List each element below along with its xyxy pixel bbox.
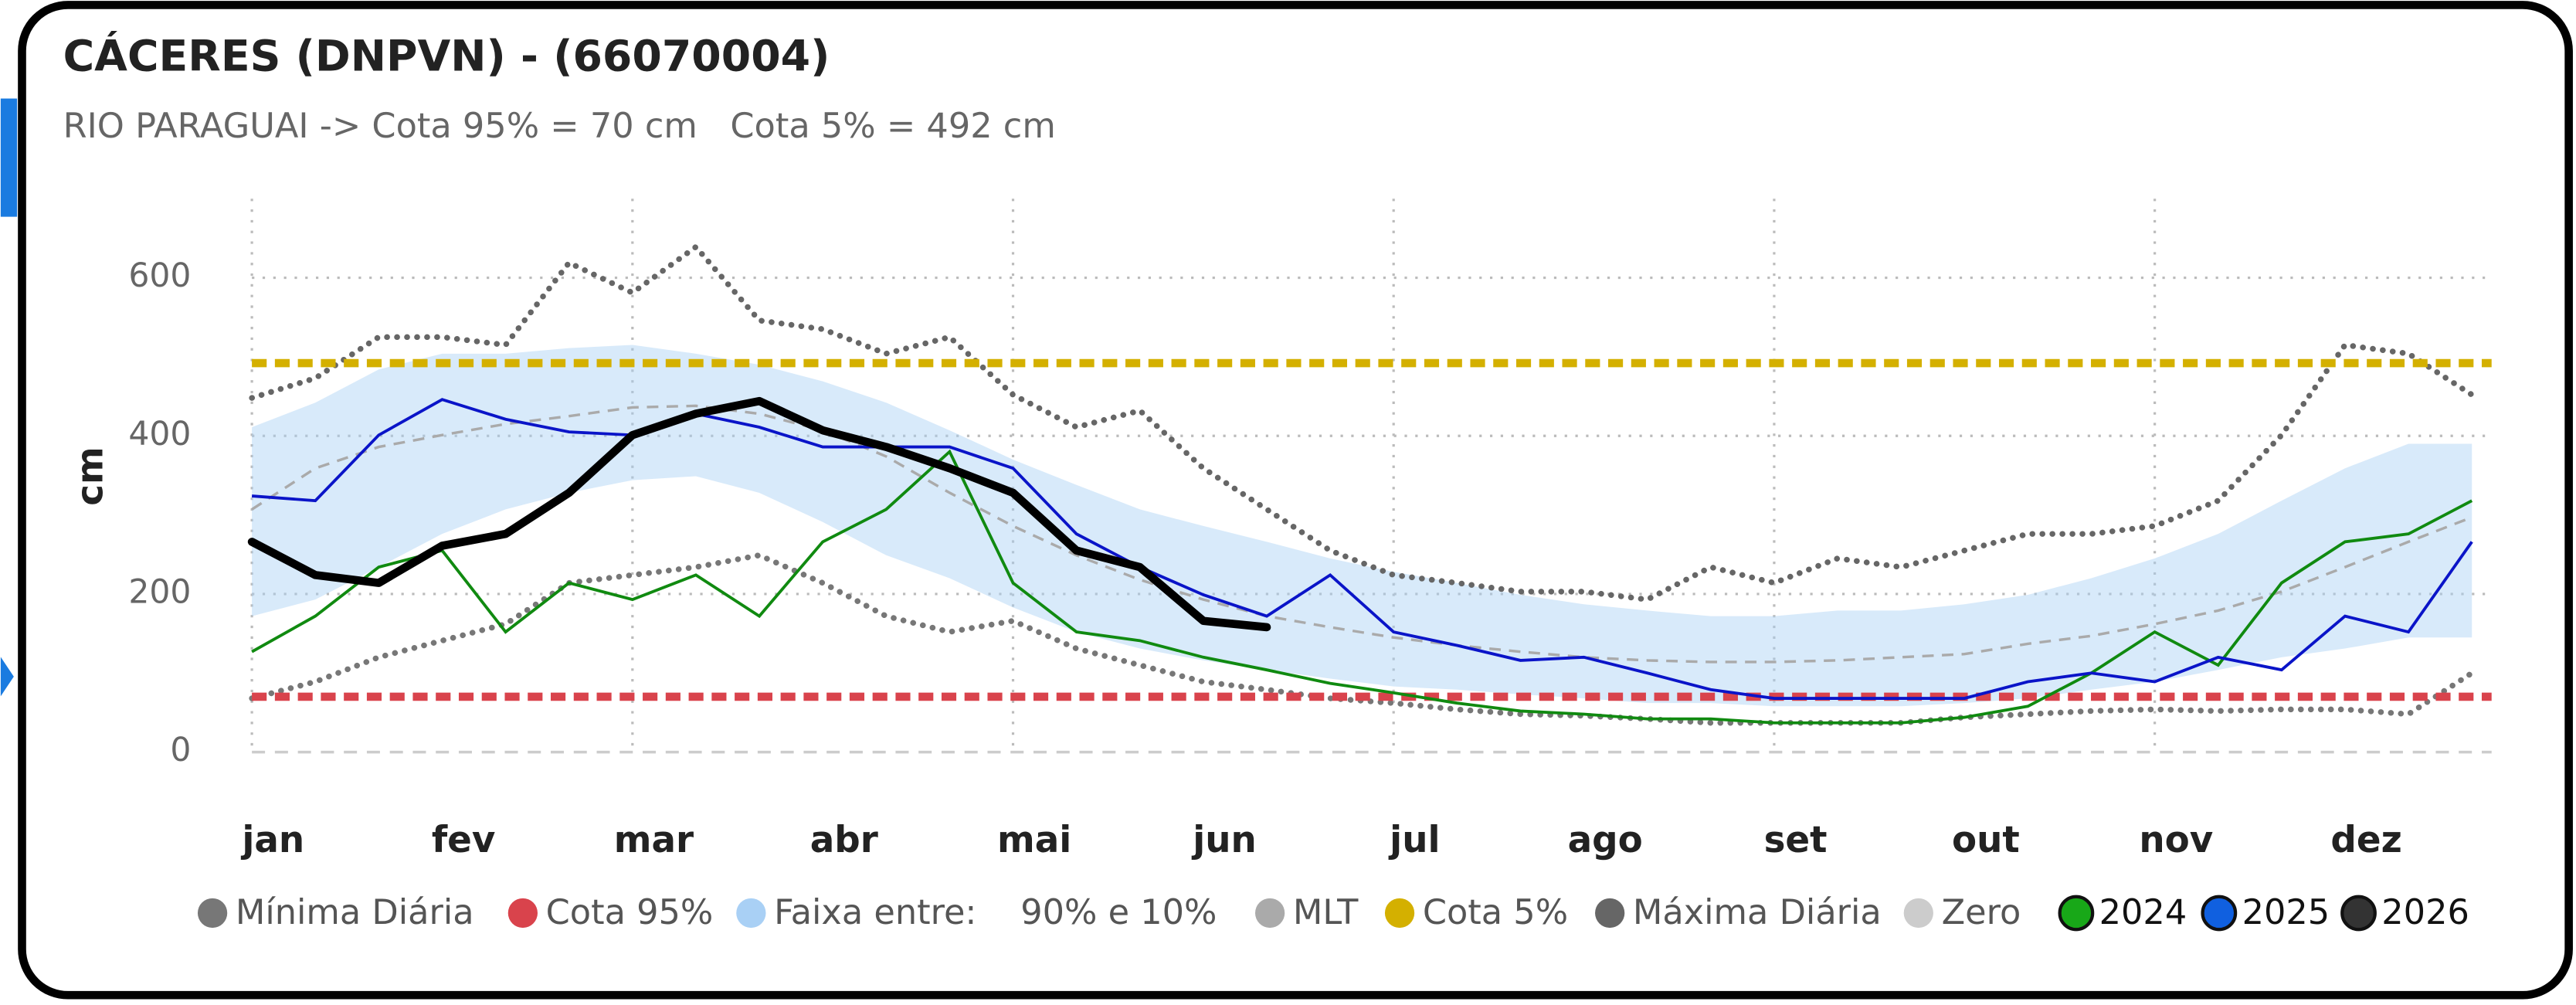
legend-marker: [1254, 898, 1285, 929]
y-tick-label: 0: [170, 732, 191, 769]
x-tick-label: abr: [810, 820, 878, 861]
x-tick-label: out: [1952, 820, 2020, 861]
legend-label: Faixa entre: 90% e 10%: [774, 892, 1217, 932]
legend-label: MLT: [1293, 892, 1359, 932]
legend-marker: [2340, 895, 2377, 932]
x-tick-label: jun: [1191, 820, 1257, 861]
y-tick-label: 200: [128, 573, 191, 611]
x-tick-label: ago: [1568, 820, 1643, 861]
chart-subtitle: RIO PARAGUAI -> Cota 95% = 70 cm Cota 5%…: [63, 106, 1056, 146]
legend-marker: [197, 898, 228, 929]
series-line: [247, 396, 1271, 632]
series-line: [251, 449, 2473, 725]
x-tick-label: jan: [240, 820, 304, 861]
plot-area: 0 200 400 600 jan fev mar abr mai jun jul ago set out…: [128, 199, 2492, 932]
y-tick-label: 400: [128, 416, 191, 453]
legend-label: 2026: [2381, 892, 2469, 932]
legend-marker: [2058, 895, 2095, 932]
x-tick-label: mai: [997, 820, 1071, 861]
legend-label: Máxima Diária: [1633, 892, 1882, 932]
legend-marker: [2201, 895, 2238, 932]
legend-label: 2025: [2242, 892, 2330, 932]
card-frame: [18, 1, 2573, 1000]
legend-marker: [1384, 898, 1415, 929]
legend-label: Cota 95%: [546, 892, 714, 932]
chart-title: CÁCERES (DNPVN) - (66070004): [63, 32, 830, 82]
x-tick-label: dez: [2330, 820, 2401, 861]
series-line: [251, 404, 2472, 664]
x-tick-label: set: [1764, 820, 1828, 861]
legend-label: 2024: [2099, 892, 2187, 932]
legend-label: Mínima Diária: [236, 892, 474, 932]
side-tab: [0, 98, 18, 217]
side-arrow: [0, 657, 14, 697]
legend-marker: [507, 898, 538, 929]
legend-label: Cota 5%: [1423, 892, 1568, 932]
legend-marker: [1595, 898, 1625, 929]
y-tick-label: 600: [128, 257, 191, 295]
x-tick-label: nov: [2139, 820, 2213, 861]
legend-marker: [736, 898, 766, 929]
y-axis-label: cm: [70, 446, 111, 505]
legend-marker: [1903, 898, 1933, 929]
series-line: [251, 398, 2473, 700]
x-tick-label: jul: [1388, 820, 1440, 861]
x-tick-label: mar: [614, 820, 694, 861]
band-area: [252, 345, 2472, 707]
legend-label: Zero: [1942, 892, 2021, 932]
series-line: [249, 243, 2475, 603]
x-tick-label: fev: [432, 820, 496, 861]
